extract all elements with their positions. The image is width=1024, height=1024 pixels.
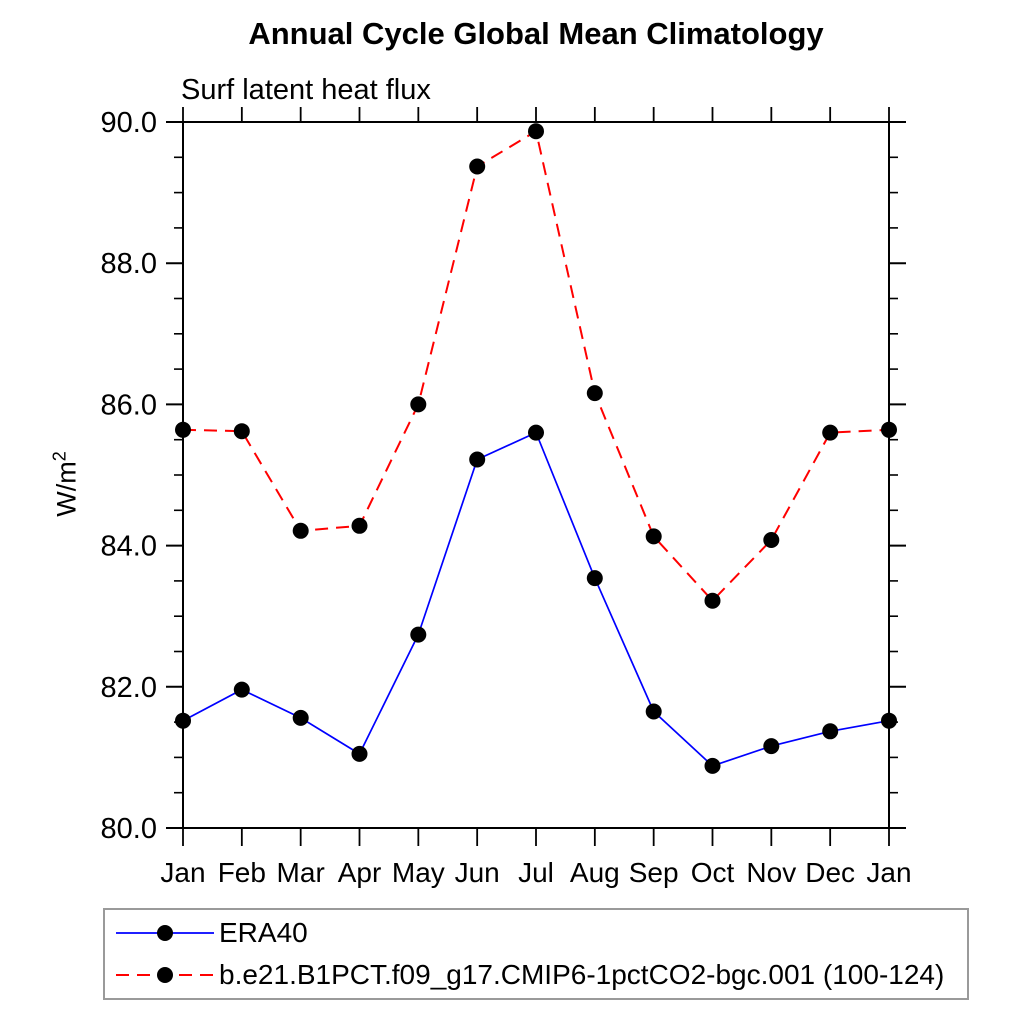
- x-tick-label: Jan: [866, 857, 911, 888]
- data-point-marker: [351, 745, 368, 762]
- legend: ERA40 b.e21.B1PCT.f09_g17.CMIP6-1pctCO2-b…: [103, 908, 969, 1000]
- legend-row-1: b.e21.B1PCT.f09_g17.CMIP6-1pctCO2-bgc.00…: [115, 955, 967, 995]
- data-point-marker: [469, 158, 486, 175]
- legend-label-0: ERA40: [219, 917, 308, 948]
- x-tick-label: May: [392, 857, 445, 888]
- legend-sample-marker: [157, 967, 173, 983]
- x-tick-label: Aug: [570, 857, 620, 888]
- y-tick-label: 82.0: [101, 672, 157, 704]
- data-point-marker: [645, 528, 662, 545]
- data-point-marker: [410, 396, 427, 413]
- series-line-0: [182, 431, 890, 767]
- data-point-marker: [822, 424, 839, 441]
- data-point-marker: [763, 738, 780, 755]
- x-tick-label: Oct: [691, 857, 735, 888]
- x-tick-label: Jan: [160, 857, 205, 888]
- chart-title: Annual Cycle Global Mean Climatology: [248, 16, 824, 51]
- data-point-marker: [528, 123, 544, 140]
- data-point-marker: [586, 385, 603, 402]
- data-point-marker: [351, 517, 368, 534]
- data-point-marker: [528, 424, 544, 441]
- x-tick-label: Mar: [277, 857, 325, 888]
- data-point-marker: [763, 532, 780, 548]
- data-point-marker: [704, 757, 721, 774]
- data-point-marker: [881, 712, 897, 729]
- y-tick-label: 88.0: [101, 248, 157, 280]
- x-tick-label: Nov: [746, 857, 796, 888]
- legend-row-0: ERA40: [115, 913, 967, 953]
- legend-sample-marker: [157, 925, 173, 941]
- data-point-marker: [645, 703, 662, 720]
- y-tick-label: 80.0: [101, 813, 157, 845]
- data-point-marker: [292, 709, 309, 726]
- chart-subtitle: Surf latent heat flux: [181, 74, 431, 106]
- x-tick-label: Jul: [518, 857, 554, 888]
- data-point-marker: [175, 421, 191, 438]
- series-line-1: [182, 129, 890, 603]
- x-tick-label: Apr: [338, 857, 382, 888]
- legend-line-sample: [116, 967, 214, 983]
- y-tick-label: 86.0: [101, 389, 157, 421]
- legend-label-1: b.e21.B1PCT.f09_g17.CMIP6-1pctCO2-bgc.00…: [219, 959, 945, 990]
- data-point-marker: [881, 421, 897, 438]
- plot-frame: [182, 121, 890, 829]
- data-point-marker: [822, 723, 839, 740]
- data-point-marker: [410, 626, 427, 643]
- x-tick-label: Feb: [218, 857, 266, 888]
- data-point-marker: [233, 681, 250, 698]
- data-point-marker: [175, 712, 191, 729]
- data-point-marker: [233, 423, 250, 440]
- x-tick-label: Dec: [805, 857, 855, 888]
- data-point-marker: [469, 451, 486, 468]
- x-tick-label: Jun: [455, 857, 500, 888]
- x-tick-label: Sep: [629, 857, 679, 888]
- y-tick-label: 84.0: [101, 531, 157, 563]
- data-point-marker: [586, 570, 603, 587]
- data-point-marker: [292, 522, 309, 539]
- data-point-marker: [704, 592, 721, 609]
- y-tick-label: 90.0: [101, 107, 157, 139]
- legend-line-sample: [116, 925, 214, 941]
